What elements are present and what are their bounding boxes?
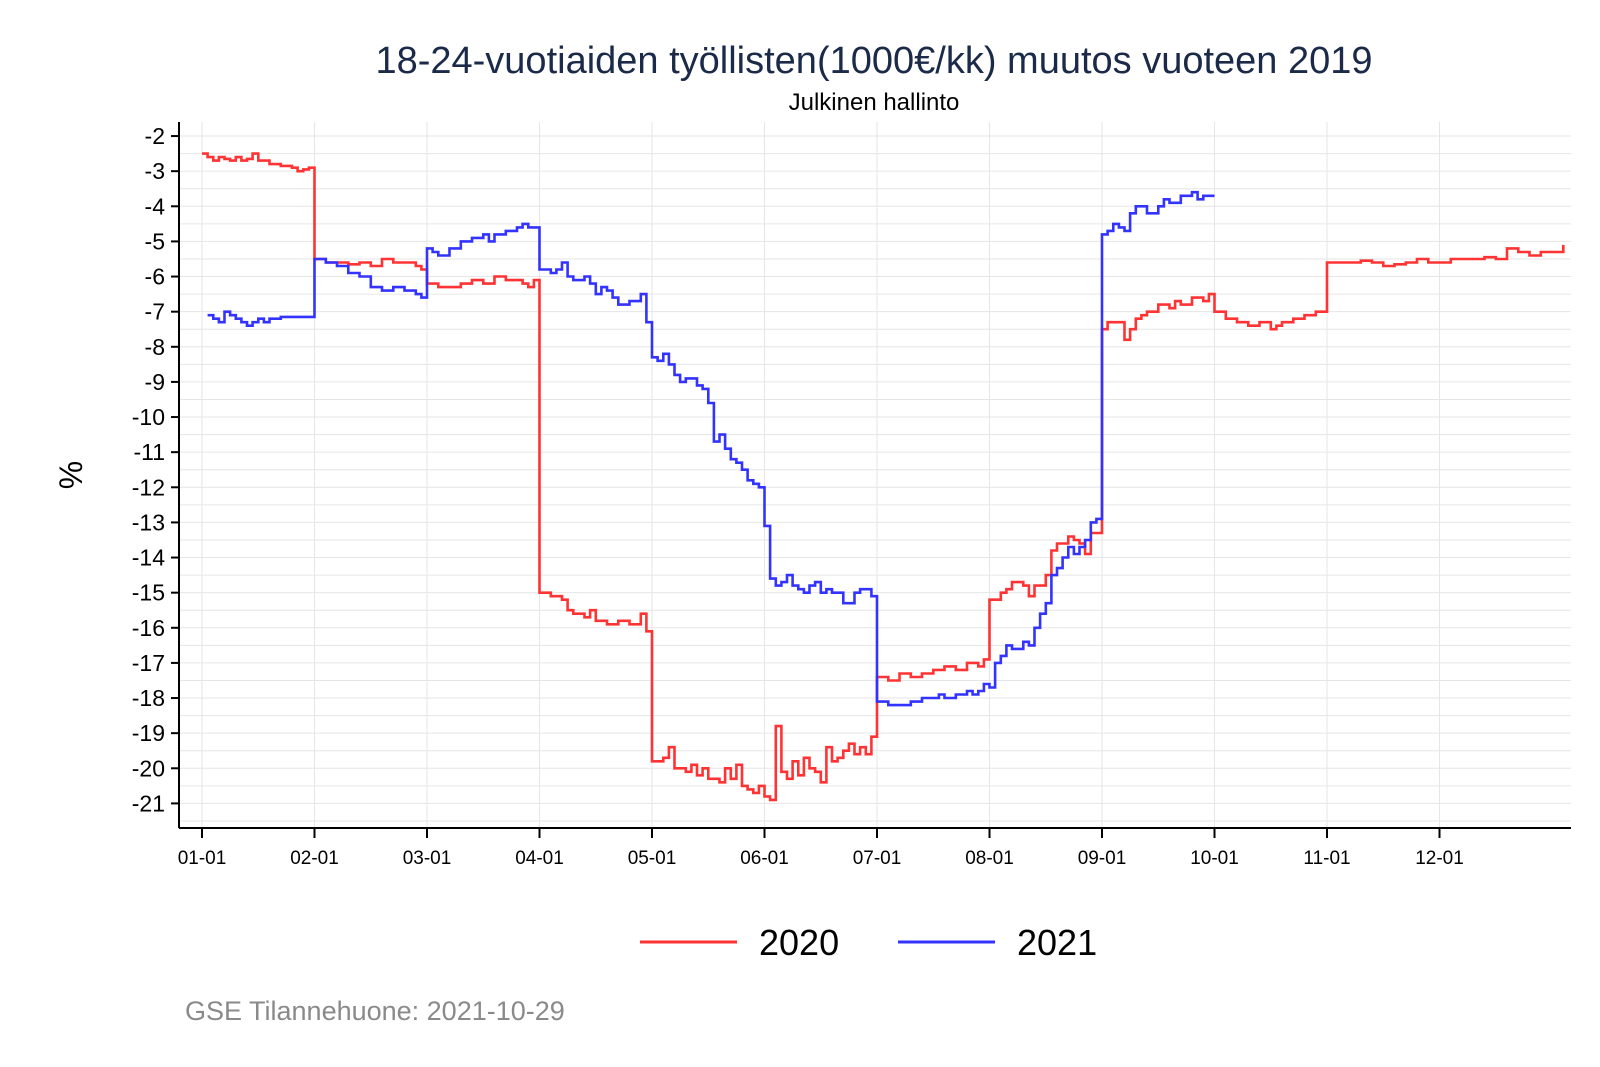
series-lines xyxy=(202,152,1565,802)
y-tick-label: -12 xyxy=(132,474,165,500)
series-line-2020 xyxy=(202,152,1565,802)
y-tick-label: -16 xyxy=(132,615,165,641)
x-tick-label: 04-01 xyxy=(515,848,564,869)
y-tick-label: -7 xyxy=(145,299,165,325)
y-tick-label: -4 xyxy=(145,193,166,219)
x-tick-label: 03-01 xyxy=(403,848,452,869)
legend-label-2020: 2020 xyxy=(759,922,839,963)
y-tick-label: -18 xyxy=(132,685,165,711)
x-tick-label: 08-01 xyxy=(965,848,1014,869)
legend: 2020 2021 xyxy=(640,922,1097,963)
x-tick-label: 05-01 xyxy=(628,848,677,869)
legend-label-2021: 2021 xyxy=(1017,922,1097,963)
grid-lines xyxy=(179,122,1571,828)
y-tick-label: -2 xyxy=(145,123,165,149)
x-tick-labels: 01-01 02-01 03-01 04-01 05-01 06-01 07-01 08-01… xyxy=(178,828,1464,869)
y-tick-label: -9 xyxy=(145,369,165,395)
y-tick-label: -11 xyxy=(133,439,165,465)
x-tick-label: 12-01 xyxy=(1415,848,1464,869)
series-line-2021 xyxy=(207,190,1215,707)
y-tick-labels: -2 -3 -4 -5 -6 -7 -8 -9 -10 -11 -12 -13 -14 -15 -16 -17… xyxy=(132,123,179,816)
y-tick-label: -20 xyxy=(132,755,165,781)
y-axis-label: % xyxy=(53,461,89,489)
y-tick-label: -13 xyxy=(132,509,165,535)
y-tick-label: -6 xyxy=(145,264,165,290)
chart-title: 18-24-vuotiaiden työllisten(1000€/kk) mu… xyxy=(375,40,1372,82)
axes xyxy=(178,122,1571,829)
x-tick-label: 11-01 xyxy=(1303,848,1350,869)
x-tick-label: 02-01 xyxy=(290,848,339,869)
y-tick-label: -10 xyxy=(132,404,165,430)
x-tick-label: 10-01 xyxy=(1190,848,1239,869)
footer-source: GSE Tilannehuone: 2021-10-29 xyxy=(185,996,565,1026)
x-tick-label: 06-01 xyxy=(740,848,789,869)
y-tick-label: -14 xyxy=(132,545,165,571)
y-tick-label: -3 xyxy=(145,158,165,184)
chart-subtitle: Julkinen hallinto xyxy=(789,89,960,116)
x-tick-label: 07-01 xyxy=(853,848,902,869)
x-tick-label: 01-01 xyxy=(178,848,227,869)
x-tick-label: 09-01 xyxy=(1078,848,1127,869)
y-tick-label: -21 xyxy=(132,790,165,816)
y-tick-label: -5 xyxy=(145,228,165,254)
y-tick-label: -17 xyxy=(132,650,165,676)
y-tick-label: -8 xyxy=(145,334,165,360)
y-tick-label: -15 xyxy=(132,580,165,606)
y-tick-label: -19 xyxy=(132,720,165,746)
